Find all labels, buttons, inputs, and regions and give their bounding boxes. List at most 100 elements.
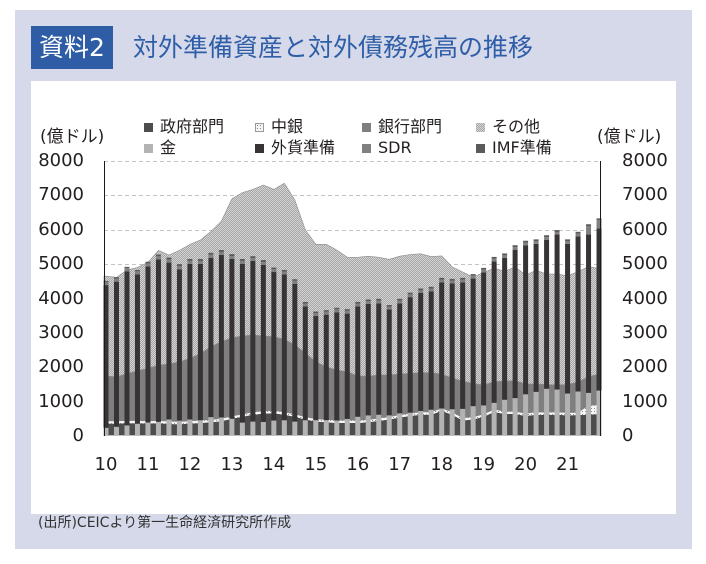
bar-stack	[523, 240, 529, 436]
y-tick-label-right: 5000	[622, 253, 668, 275]
bar-imf-reserve	[197, 258, 203, 261]
bar-sdr	[586, 225, 592, 235]
bar-fx-reserves	[386, 309, 392, 416]
bar-imf-reserve	[481, 267, 487, 270]
bar-imf-reserve	[460, 277, 466, 280]
bar-sdr	[460, 279, 466, 283]
bar-stack	[323, 310, 329, 436]
bar-fx-reserves	[470, 278, 476, 407]
legend-swatch-fx-reserves	[255, 143, 264, 153]
bar-stack	[355, 301, 361, 436]
bar-stack	[187, 258, 193, 436]
y-tick-label-right: 4000	[622, 287, 668, 309]
bar-gold	[281, 420, 287, 436]
bar-gold	[397, 413, 403, 436]
bar-gold	[197, 420, 203, 436]
bar-stack	[281, 269, 287, 436]
legend-label: 中銀	[271, 117, 304, 136]
bar-gold	[176, 420, 182, 436]
bar-fx-reserves	[218, 255, 224, 418]
bar-stack	[113, 277, 119, 436]
bar-imf-reserve	[439, 277, 445, 280]
bar-stack	[155, 254, 161, 436]
bar-imf-reserve	[523, 240, 529, 243]
bar-sdr	[554, 231, 560, 235]
bar-gold	[334, 420, 340, 436]
bar-stack	[344, 309, 350, 436]
bar-sdr	[292, 280, 298, 284]
bar-imf-reserve	[449, 278, 455, 281]
bar-imf-reserve	[544, 235, 550, 238]
x-tick-label: 11	[136, 454, 160, 475]
bar-sdr	[197, 260, 203, 264]
legend-swatch-government	[144, 122, 153, 132]
bar-fx-reserves	[428, 291, 434, 410]
legend-item-gold: 金	[144, 138, 176, 158]
bar-sdr	[565, 241, 571, 244]
bar-stack	[491, 256, 497, 436]
bar-sdr	[271, 269, 277, 273]
bar-fx-reserves	[292, 283, 298, 422]
bar-gold	[418, 410, 424, 436]
bar-gold	[208, 417, 214, 436]
bar-stack	[470, 274, 476, 436]
bar-fx-reserves	[344, 313, 350, 419]
bar-stack	[176, 264, 182, 436]
bar-sdr	[439, 279, 445, 283]
legend-label: IMF準備	[492, 138, 552, 157]
bar-gold	[313, 420, 319, 436]
bar-gold	[250, 421, 256, 436]
y-tick-label-right: 7000	[622, 184, 668, 206]
legend-swatch-gold	[144, 143, 153, 153]
bar-sdr	[208, 254, 214, 258]
bar-gold	[302, 420, 308, 436]
bar-stack	[428, 286, 434, 436]
bar-gold	[428, 409, 434, 436]
bar-fx-reserves	[397, 303, 403, 414]
bar-sdr	[365, 301, 371, 304]
bar-gold	[386, 415, 392, 436]
y-axis-unit-left: (億ドル)	[40, 127, 105, 147]
bar-stack	[134, 269, 140, 436]
bar-gold	[460, 408, 466, 436]
stacked-areas	[103, 182, 602, 436]
bar-stack	[334, 307, 340, 436]
bar-gold	[166, 419, 172, 436]
bar-gold	[575, 391, 581, 436]
bar-fx-reserves	[596, 228, 602, 391]
bar-imf-reserve	[260, 260, 266, 262]
legend-label: 政府部門	[160, 117, 225, 136]
bar-imf-reserve	[554, 230, 560, 232]
legend-item-imf-reserve: IMF準備	[476, 138, 552, 158]
bar-gold	[586, 392, 592, 436]
bar-sdr	[502, 255, 508, 258]
bar-imf-reserve	[155, 254, 161, 257]
bar-fx-reserves	[449, 283, 455, 410]
bar-sdr	[575, 233, 581, 237]
bar-sdr	[250, 258, 256, 262]
bar-gold	[292, 421, 298, 436]
bar-stack	[103, 280, 109, 436]
legend-item-banks: 銀行部門	[362, 117, 442, 137]
bar-imf-reserve	[271, 267, 277, 270]
bar-fx-reserves	[565, 243, 571, 394]
bar-fx-reserves	[187, 263, 193, 420]
bar-imf-reserve	[502, 253, 508, 256]
bar-gold	[134, 423, 140, 436]
bar-stack	[208, 252, 214, 436]
bar-stack	[302, 301, 308, 436]
bar-sdr	[313, 313, 319, 317]
bar-stack	[386, 305, 392, 436]
bar-sdr	[145, 263, 151, 267]
bar-imf-reserve	[334, 307, 340, 310]
legend-label: 銀行部門	[378, 117, 443, 136]
y-tick-label-left: 4000	[38, 287, 84, 309]
bar-fx-reserves	[250, 261, 256, 422]
bar-fx-reserves	[103, 285, 109, 428]
bar-imf-reserve	[166, 257, 172, 260]
bar-sdr	[218, 251, 224, 256]
bar-fx-reserves	[176, 269, 182, 421]
bar-fx-reserves	[365, 304, 371, 416]
bar-stack	[260, 260, 266, 436]
stacked-bars	[103, 218, 602, 437]
